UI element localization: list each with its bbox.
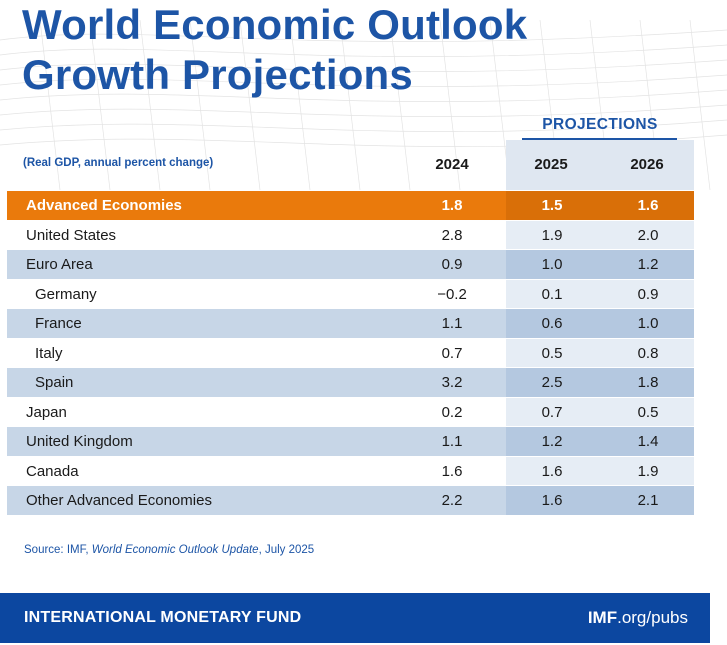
value-cell-2024: −0.2 <box>437 285 467 303</box>
row-label: France <box>35 315 82 332</box>
value-cell-2024: 3.2 <box>441 374 463 391</box>
footer-link-bold: IMF <box>587 608 618 627</box>
source-suffix: , July 2025 <box>258 544 315 556</box>
projection-cell-background <box>506 279 694 308</box>
value-cell-2024: 2.8 <box>441 226 463 244</box>
row-label: United Kingdom <box>26 433 133 450</box>
table-row: France 1.1 0.6 1.0 <box>7 308 694 338</box>
value-cell-2024: 0.9 <box>441 256 463 273</box>
units-note: (Real GDP, annual percent change) <box>23 157 214 169</box>
row-label: Italy <box>35 344 63 362</box>
value-cell-2025: 1.0 <box>541 256 563 273</box>
value-cell-2026: 0.8 <box>637 344 659 362</box>
title-line-2: Growth Projections <box>22 51 413 98</box>
value-cell-2026: 1.0 <box>637 315 659 332</box>
table-row: Euro Area 0.9 1.0 1.2 <box>7 249 694 279</box>
table-row: Japan 0.2 0.7 0.5 <box>7 396 694 426</box>
projection-cell-background <box>506 486 694 515</box>
value-cell-2024: 0.7 <box>441 344 463 362</box>
row-label: Other Advanced Economies <box>26 492 212 509</box>
value-cell-2024: 1.1 <box>441 315 463 332</box>
projection-cell-background <box>506 338 694 367</box>
value-cell-2025: 0.1 <box>541 285 563 303</box>
footer-link[interactable]: IMF.org/pubs <box>588 593 688 643</box>
table-row: Other Advanced Economies 2.2 1.6 2.1 <box>7 485 694 515</box>
projection-cell-background <box>506 250 694 279</box>
projection-cell-background <box>506 397 694 426</box>
table-row: United Kingdom 1.1 1.2 1.4 <box>7 426 694 456</box>
row-label: Euro Area <box>26 256 93 273</box>
table-header-row: Advanced Economies 1.8 1.5 1.6 <box>7 190 694 220</box>
value-cell-2024: 2.2 <box>441 492 463 509</box>
value-cell-2025: 1.9 <box>541 226 563 244</box>
page-title: World Economic Outlook Growth Projection… <box>22 0 527 100</box>
value-cell-2024: 1.8 <box>441 197 463 214</box>
column-header-2026: 2026 <box>630 156 664 173</box>
row-label: Germany <box>35 285 97 303</box>
projection-cell-background <box>506 220 694 249</box>
footer-link-end: pubs <box>651 608 688 627</box>
projection-cell-background <box>506 309 694 338</box>
value-cell-2025: 0.7 <box>541 403 563 421</box>
table-row: Spain 3.2 2.5 1.8 <box>7 367 694 397</box>
value-cell-2026: 1.6 <box>637 197 659 214</box>
value-cell-2025: 1.2 <box>541 433 563 450</box>
table-row: Italy 0.7 0.5 0.8 <box>7 337 694 367</box>
row-label: Japan <box>26 403 67 421</box>
value-cell-2026: 1.2 <box>637 256 659 273</box>
value-cell-2026: 0.9 <box>637 285 659 303</box>
source-prefix: Source: IMF, <box>24 544 92 556</box>
row-label: United States <box>26 226 117 244</box>
table-row: Canada 1.6 1.6 1.9 <box>7 455 694 485</box>
column-header-2024: 2024 <box>435 156 469 173</box>
footer-link-mid: .org/ <box>617 608 652 627</box>
source-note: Source: IMF, World Economic Outlook Upda… <box>24 544 314 556</box>
row-label: Advanced Economies <box>26 197 182 214</box>
value-cell-2025: 1.6 <box>541 492 563 509</box>
background-mesh-decoration <box>0 19 727 191</box>
projections-underline <box>522 138 677 140</box>
footer-org-name: INTERNATIONAL MONETARY FUND <box>24 609 302 626</box>
projections-label: PROJECTIONS <box>542 116 658 133</box>
title-line-1: World Economic Outlook <box>22 1 528 48</box>
value-cell-2026: 1.9 <box>637 462 659 480</box>
value-cell-2025: 1.6 <box>541 462 563 480</box>
table-row: Germany −0.2 0.1 0.9 <box>7 278 694 308</box>
projection-cell-background <box>506 427 694 456</box>
table-row: United States 2.8 1.9 2.0 <box>7 219 694 249</box>
value-cell-2025: 2.5 <box>541 374 563 391</box>
value-cell-2026: 1.4 <box>637 433 659 450</box>
growth-table: Advanced Economies 1.8 1.5 1.6 United States… <box>7 190 694 515</box>
value-cell-2024: 1.1 <box>441 433 463 450</box>
value-cell-2026: 2.0 <box>637 226 659 244</box>
projection-cell-background <box>506 191 694 220</box>
row-label: Canada <box>26 462 79 480</box>
footer-bar: INTERNATIONAL MONETARY FUND IMF.org/pubs <box>0 593 710 643</box>
source-publication: World Economic Outlook Update <box>91 544 259 556</box>
value-cell-2025: 1.5 <box>541 197 563 214</box>
value-cell-2024: 1.6 <box>441 462 463 480</box>
value-cell-2025: 0.5 <box>541 344 563 362</box>
value-cell-2026: 2.1 <box>637 492 659 509</box>
column-header-2025: 2025 <box>534 156 568 173</box>
value-cell-2026: 1.8 <box>637 374 659 391</box>
value-cell-2025: 0.6 <box>541 315 563 332</box>
value-cell-2026: 0.5 <box>637 403 659 421</box>
row-label: Spain <box>35 374 74 391</box>
projection-cell-background <box>506 368 694 397</box>
projection-cell-background <box>506 456 694 485</box>
value-cell-2024: 0.2 <box>441 403 463 421</box>
